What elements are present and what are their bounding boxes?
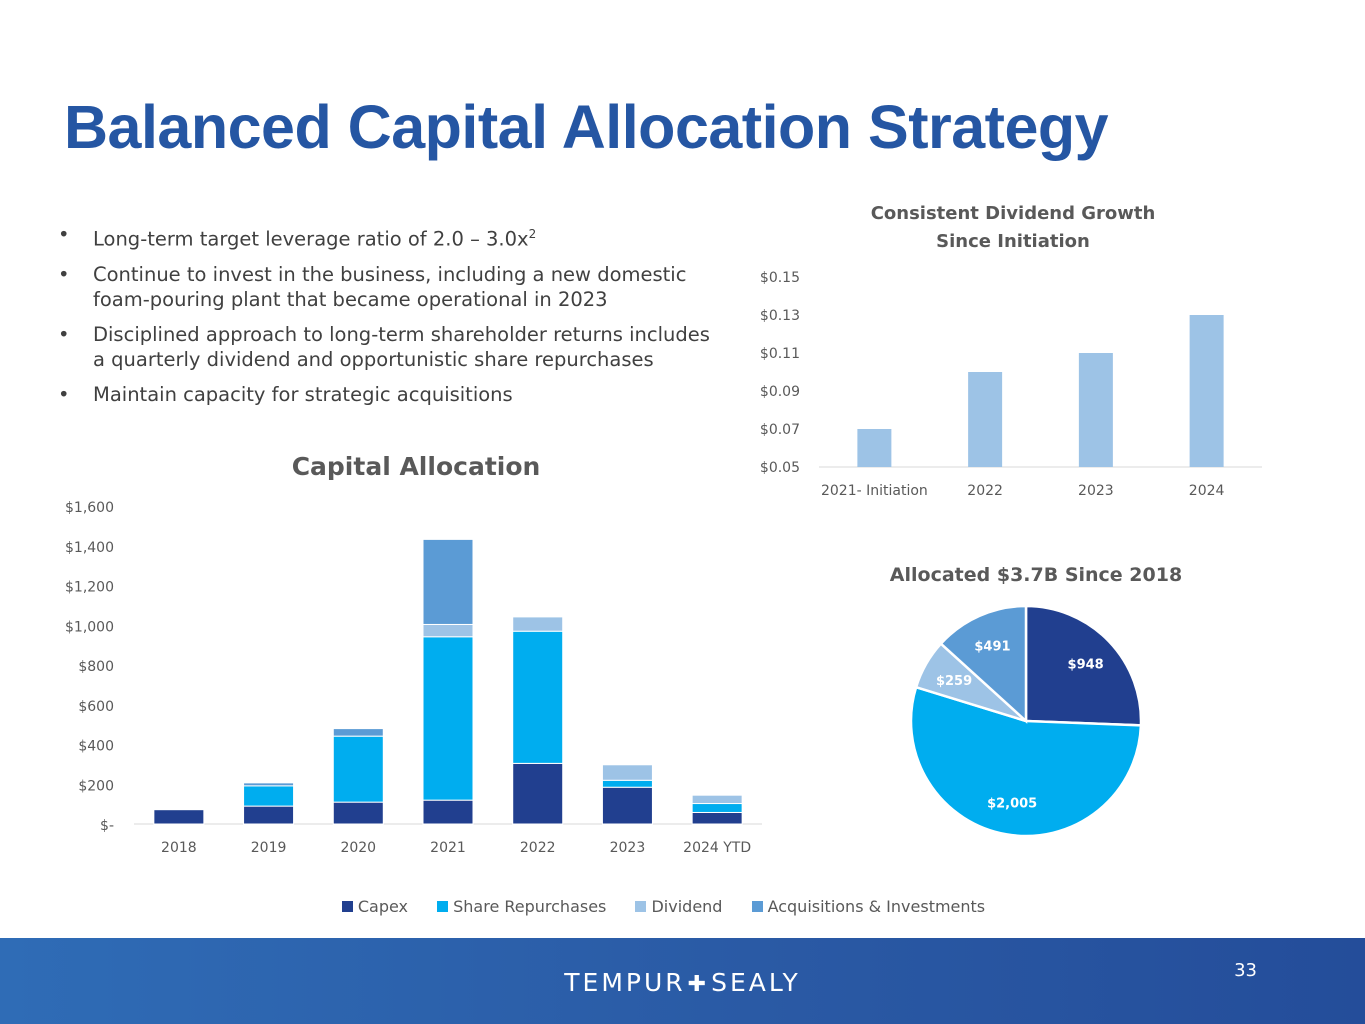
bar-segment-acquisitions-investments [332,728,384,737]
legend-label: Acquisitions & Investments [767,897,986,916]
bar-segment-dividend [422,623,474,638]
footer-bar: TEMPUR✚SEALY 33 [0,938,1365,1024]
bullet-text: Continue to invest in the business, incl… [93,262,687,311]
x-tick-label: 2018 [161,840,197,856]
footnote-marker: 2 [528,227,537,241]
logo-cross-icon: ✚ [687,972,710,997]
y-tick-label: $1,000 [65,619,114,635]
bar-segment-capex [691,811,743,825]
bar-segment-capex [153,809,205,825]
page-number: 33 [1234,960,1257,981]
charts-canvas: Capital Allocation $- $200 $400 $600 $800 $1,0… [65,203,1262,856]
bar-segment-dividend [512,616,564,632]
bullet-text: Maintain capacity for strategic acquisit… [93,382,513,406]
x-tick-label: 2024 YTD [683,840,751,856]
bar-segment-share-repurchases [512,630,564,764]
y-tick-label: $0.05 [760,460,800,476]
bar-segment-share-repurchases [691,803,743,813]
bar-segment-capex [243,805,295,825]
bullet-glyph: • [58,262,70,286]
dividend-bar [1189,315,1224,467]
y-tick-label: $600 [78,699,114,715]
pie-slice-share-repurchases [909,685,1143,838]
y-tick-label: $- [100,818,114,834]
bar-segment-share-repurchases [332,735,384,803]
y-tick-label: $400 [78,739,114,755]
legend-item-capex: Capex [341,897,409,916]
y-tick-label: $0.15 [760,270,800,286]
x-tick-label: 2023 [1078,483,1114,499]
bar-segment-acquisitions-investments [422,538,474,625]
x-tick-label: 2021- Initiation [821,483,928,499]
pie-data-label: $259 [936,674,972,689]
legend-label: Share Repurchases [453,897,607,916]
dividend-bar [1078,353,1113,467]
bar-segment-dividend [601,764,653,781]
capital-allocation-title: Capital Allocation [292,452,541,481]
bar-segment-share-repurchases [243,785,295,807]
y-tick-label: $1,400 [65,540,114,556]
x-tick-label: 2022 [967,483,1003,499]
dividend-chart-title-line: Consistent Dividend Growth [871,203,1156,224]
bar-segment-acquisitions-investments [243,782,295,787]
x-tick-label: 2021 [430,840,466,856]
bullet-item: • Disciplined approach to long-term share… [58,322,718,372]
y-tick-label: $0.11 [760,346,800,362]
x-tick-label: 2022 [520,840,556,856]
y-tick-label: $1,600 [65,500,114,516]
y-tick-label: $0.13 [760,308,800,324]
bar-segment-dividend [691,794,743,805]
bullet-item: • Long-term target leverage ratio of 2.0 … [58,222,718,252]
x-tick-label: 2023 [610,840,646,856]
dividend-bar [968,372,1003,467]
legend-swatch-share-repurchases [437,901,449,912]
x-tick-label: 2019 [251,840,287,856]
pie-data-label: $948 [1068,658,1104,673]
bar-segment-share-repurchases [601,779,653,788]
capital-allocation-legend: Capex Share Repurchases Dividend Acquisi… [0,897,1327,916]
bullet-text: Disciplined approach to long-term shareh… [93,322,710,371]
bullet-glyph: • [58,223,70,246]
bullet-glyph: • [58,382,70,406]
bar-segment-capex [512,762,564,825]
legend-item-share-repurchases: Share Repurchases [437,897,606,916]
y-tick-label: $1,200 [65,580,114,596]
bar-segment-share-repurchases [422,636,474,801]
x-tick-label: 2020 [340,840,376,856]
y-tick-label: $0.07 [760,422,800,438]
x-tick-label: 2024 [1189,483,1225,499]
pie-data-label: $491 [974,639,1010,654]
legend-item-dividend: Dividend [635,897,722,916]
legend-swatch-acquisitions [751,901,763,912]
pie-slice-capex [1024,604,1143,727]
logo-word-right: SEALY [711,968,801,997]
y-tick-label: $800 [78,659,114,675]
legend-item-acquisitions: Acquisitions & Investments [751,897,986,916]
bullet-item: • Continue to invest in the business, inc… [58,262,718,312]
y-tick-label: $0.09 [760,384,800,400]
bar-segment-capex [332,801,384,825]
bar-segment-capex [422,799,474,825]
legend-label: Capex [357,897,409,916]
pie-slice-acquisitions-investments [939,604,1028,724]
legend-label: Dividend [651,897,723,916]
pie-data-label: $2,005 [987,797,1037,812]
bullet-glyph: • [58,322,70,346]
bullet-text: Long-term target leverage ratio of 2.0 –… [93,227,529,251]
page-title: Balanced Capital Allocation Strategy [64,93,1109,161]
legend-swatch-capex [341,901,353,912]
dividend-bar [857,429,892,467]
bullet-list: • Long-term target leverage ratio of 2.0 … [58,222,718,417]
bar-segment-capex [601,786,653,825]
pie-title: Allocated $3.7B Since 2018 [890,564,1182,586]
company-logo: TEMPUR✚SEALY [0,968,1365,997]
dividend-chart-title-line: Since Initiation [936,231,1090,252]
logo-word-left: TEMPUR [564,968,686,997]
bullet-item: • Maintain capacity for strategic acquisi… [58,382,718,407]
legend-swatch-dividend [635,901,647,912]
y-tick-label: $200 [78,778,114,794]
